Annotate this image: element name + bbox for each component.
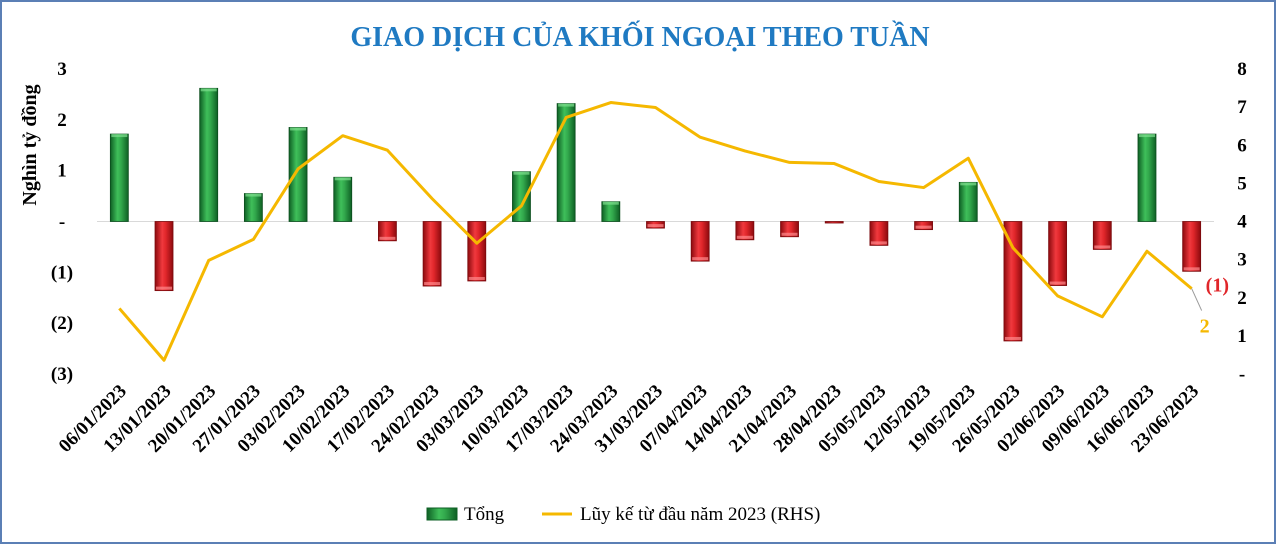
bar: [958, 181, 978, 222]
bar-bevel: [1138, 134, 1155, 138]
y2-tick-label: 6: [1237, 135, 1247, 156]
bar: [556, 103, 576, 222]
y2-tick-label: 3: [1237, 250, 1247, 271]
y2-axis-ticks: 8 7 6 5 4 3 2 1 -: [1237, 59, 1247, 385]
chart-title: GIAO DỊCH CỦA KHỐI NGOẠI THEO TUẦN: [350, 21, 929, 53]
bar-bevel: [736, 235, 753, 239]
y2-tick-label: 7: [1237, 97, 1247, 118]
bar-bevel: [156, 286, 173, 290]
y2-tick-label: 5: [1237, 173, 1247, 194]
y-tick-label: 2: [57, 110, 67, 131]
y2-tick-label: 2: [1237, 288, 1247, 309]
bar-bevel: [468, 276, 485, 280]
bar-bevel: [781, 232, 798, 236]
y-axis-ticks: 3 2 1 - (1) (2) (3): [51, 59, 73, 385]
cumulative-line: [118, 101, 1193, 362]
bar-bevel: [870, 241, 887, 245]
y2-tick-label: -: [1239, 364, 1245, 385]
legend-label-line: Lũy kế từ đầu năm 2023 (RHS): [580, 504, 820, 525]
bar: [288, 127, 308, 222]
y-tick-label: (1): [51, 262, 73, 283]
bar: [824, 221, 844, 224]
bar-bevel: [602, 201, 619, 205]
bar-bevel: [915, 225, 932, 229]
y-tick-label: -: [59, 212, 65, 233]
bar-bevel: [200, 88, 217, 92]
y2-tick-label: 4: [1237, 212, 1247, 233]
bar-bevel: [379, 236, 396, 240]
y-tick-label: 1: [57, 161, 67, 182]
y-tick-label: (3): [51, 364, 73, 385]
bar: [467, 221, 487, 282]
y-axis-label: Nghìn tỷ đồng: [19, 84, 41, 205]
bar-bevel: [692, 257, 709, 261]
bar-bevel: [334, 177, 351, 181]
bar-bevel: [1049, 281, 1066, 285]
legend: Tổng Lũy kế từ đầu năm 2023 (RHS): [426, 504, 820, 525]
y2-tick-label: 1: [1237, 326, 1247, 347]
line-series: [118, 101, 1193, 362]
bar: [154, 221, 174, 292]
bar: [1092, 221, 1112, 250]
legend-swatch-bar: [426, 507, 458, 521]
bar: [869, 221, 889, 246]
bar: [690, 221, 710, 262]
bar: [1137, 133, 1157, 222]
bar-bevel: [245, 193, 262, 197]
legend-label-bar: Tổng: [464, 504, 505, 525]
bar-series: [109, 87, 1202, 342]
bar: [109, 133, 129, 222]
bar-bevel: [111, 134, 128, 138]
bar: [914, 221, 933, 231]
bar: [422, 221, 442, 287]
annotation-last-line: 2: [1200, 316, 1210, 338]
bar: [1048, 221, 1068, 286]
bar-bevel: [513, 171, 530, 175]
bar: [1003, 221, 1023, 342]
bar: [333, 176, 353, 222]
bar-bevel: [647, 224, 664, 228]
y-tick-label: (2): [51, 313, 73, 334]
bar-bevel: [558, 103, 575, 107]
annotations: (1) 2: [1191, 274, 1229, 338]
bar-bevel: [1004, 336, 1021, 340]
bar: [378, 221, 397, 242]
bar-bevel: [424, 282, 441, 286]
annotation-leader: [1191, 288, 1203, 311]
annotation-last-bar: (1): [1206, 274, 1229, 296]
bar: [199, 87, 219, 222]
bar-bevel: [1183, 267, 1200, 271]
bar: [243, 193, 263, 222]
y2-tick-label: 8: [1237, 59, 1247, 80]
bar: [1182, 221, 1202, 272]
bar: [735, 221, 755, 241]
bar-bevel: [290, 127, 307, 131]
bar-bevel: [1094, 245, 1111, 249]
bar-bevel: [960, 182, 977, 186]
x-axis-ticks: 06/01/202313/01/202320/01/202327/01/2023…: [55, 381, 1203, 457]
y-tick-label: 3: [57, 59, 67, 80]
